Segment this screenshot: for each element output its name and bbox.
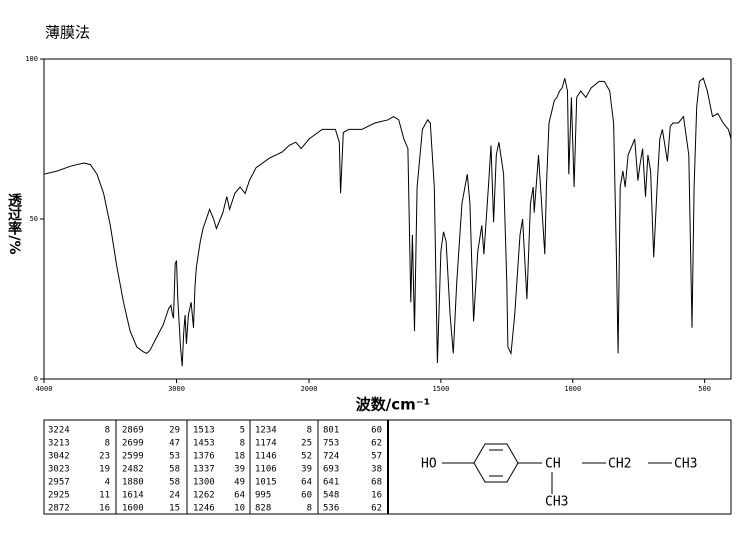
peak-transmittance: 58 [169, 478, 180, 488]
y-axis-label: 透过率/% [6, 193, 22, 254]
peak-wavenumber: 2699 [122, 439, 144, 449]
peak-transmittance: 39 [301, 465, 312, 475]
peak-wavenumber: 1234 [255, 426, 277, 436]
peak-transmittance: 24 [169, 491, 180, 501]
plot-frame [43, 58, 732, 380]
peak-transmittance: 5 [240, 426, 245, 436]
peak-transmittance: 8 [307, 504, 312, 514]
peak-transmittance: 11 [99, 491, 110, 501]
peak-transmittance: 4 [105, 478, 110, 488]
peak-wavenumber: 2872 [48, 504, 70, 514]
group-label: CH3 [545, 495, 568, 510]
peak-transmittance: 15 [169, 504, 180, 514]
peak-transmittance: 68 [371, 478, 382, 488]
peak-wavenumber: 1337 [193, 465, 215, 475]
peak-wavenumber: 1300 [193, 478, 215, 488]
peak-transmittance: 18 [234, 452, 245, 462]
peak-wavenumber: 3023 [48, 465, 70, 475]
peak-wavenumber: 1246 [193, 504, 215, 514]
y-tick-label: 50 [30, 215, 38, 223]
y-tick-label: 0 [34, 375, 38, 383]
peak-wavenumber: 548 [323, 491, 339, 501]
peak-wavenumber: 1174 [255, 439, 277, 449]
peak-wavenumber: 995 [255, 491, 271, 501]
table-dividers [115, 420, 389, 514]
peak-wavenumber: 753 [323, 439, 339, 449]
peak-wavenumber: 1600 [122, 504, 144, 514]
peak-wavenumber: 1015 [255, 478, 277, 488]
peak-wavenumber: 2957 [48, 478, 70, 488]
peak-transmittance: 64 [301, 478, 312, 488]
peak-wavenumber: 1376 [193, 452, 215, 462]
peak-wavenumber: 2599 [122, 452, 144, 462]
peak-transmittance: 8 [307, 426, 312, 436]
group-label: HO [421, 457, 437, 472]
peak-transmittance: 38 [371, 465, 382, 475]
peak-transmittance: 60 [301, 491, 312, 501]
x-tick-label: 3000 [168, 385, 185, 393]
peak-wavenumber: 1146 [255, 452, 277, 462]
peak-wavenumber: 724 [323, 452, 339, 462]
peak-transmittance: 8 [105, 439, 110, 449]
peak-transmittance: 23 [99, 452, 110, 462]
peak-wavenumber: 801 [323, 426, 339, 436]
peak-wavenumber: 1262 [193, 491, 215, 501]
x-tick-label: 4000 [36, 385, 53, 393]
peak-wavenumber: 828 [255, 504, 271, 514]
peak-transmittance: 10 [234, 504, 245, 514]
peak-transmittance: 49 [234, 478, 245, 488]
spectrum-line [43, 77, 732, 367]
peak-wavenumber: 2869 [122, 426, 144, 436]
peak-transmittance: 39 [234, 465, 245, 475]
peak-transmittance: 53 [169, 452, 180, 462]
peak-wavenumber: 2482 [122, 465, 144, 475]
peak-transmittance: 8 [240, 439, 245, 449]
peak-transmittance: 62 [371, 439, 382, 449]
peak-transmittance: 57 [371, 452, 382, 462]
peak-transmittance: 52 [301, 452, 312, 462]
x-axis-label: 波数/cm⁻¹ [356, 396, 431, 414]
group-label: CH3 [674, 457, 697, 472]
peak-transmittance: 16 [99, 504, 110, 514]
peak-transmittance: 60 [371, 426, 382, 436]
peak-transmittance: 16 [371, 491, 382, 501]
peak-wavenumber: 3213 [48, 439, 70, 449]
molecule [442, 443, 672, 494]
peak-wavenumber: 3224 [48, 426, 70, 436]
peak-wavenumber: 1880 [122, 478, 144, 488]
peak-wavenumber: 1453 [193, 439, 215, 449]
peak-wavenumber: 1614 [122, 491, 144, 501]
peak-wavenumber: 2925 [48, 491, 70, 501]
peak-transmittance: 47 [169, 439, 180, 449]
peak-transmittance: 58 [169, 465, 180, 475]
peak-wavenumber: 3042 [48, 452, 70, 462]
peak-wavenumber: 536 [323, 504, 339, 514]
peak-transmittance: 64 [234, 491, 245, 501]
peak-wavenumber: 1513 [193, 426, 215, 436]
x-tick-label: 500 [698, 385, 711, 393]
peak-transmittance: 19 [99, 465, 110, 475]
x-tick-label: 2000 [301, 385, 318, 393]
x-tick-label: 1000 [564, 385, 581, 393]
peak-transmittance: 25 [301, 439, 312, 449]
page-title: 薄膜法 [45, 24, 90, 42]
peak-transmittance: 8 [105, 426, 110, 436]
group-label: CH2 [608, 457, 631, 472]
peak-transmittance: 62 [371, 504, 382, 514]
peak-wavenumber: 641 [323, 478, 339, 488]
peak-wavenumber: 1106 [255, 465, 277, 475]
peak-transmittance: 29 [169, 426, 180, 436]
peak-wavenumber: 693 [323, 465, 339, 475]
group-label: CH [545, 457, 561, 472]
y-tick-label: 100 [25, 55, 38, 63]
x-tick-label: 1500 [432, 385, 449, 393]
